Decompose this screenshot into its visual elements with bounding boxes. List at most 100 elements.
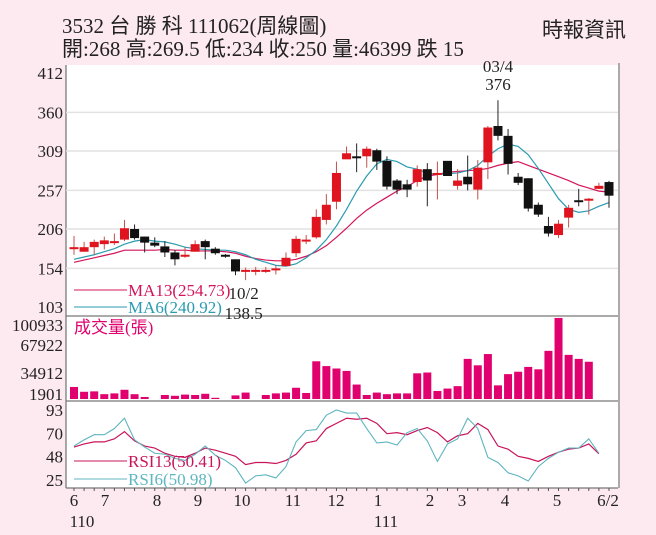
candle-body (170, 252, 180, 260)
candle-body (412, 169, 422, 183)
volume-bar (433, 390, 442, 399)
volume-bar (584, 361, 593, 399)
candle-body (140, 236, 150, 243)
volume-bar (70, 386, 78, 399)
volume-panel-label: 成交量(張) (74, 318, 153, 337)
x-tick-label: 8 (153, 491, 162, 510)
x-tick-label: 1 (374, 491, 383, 510)
candle-body (180, 254, 190, 257)
volume-bar (544, 350, 553, 399)
volume-bar (332, 368, 341, 399)
ma6-line (73, 143, 610, 267)
candle-body (99, 240, 109, 245)
volume-bar (312, 361, 321, 399)
x-tick-label: 5 (553, 491, 562, 510)
high-value-label: 376 (485, 75, 511, 94)
rsi13-legend-label: RSI13(50.41) (128, 452, 221, 471)
year-label: 111 (374, 512, 398, 531)
volume-bar (140, 396, 149, 399)
volume-bar (362, 394, 371, 399)
high-date-label: 03/4 (483, 57, 514, 76)
volume-bar (100, 394, 109, 399)
x-tick-label: 3 (458, 491, 467, 510)
candle-body (231, 259, 241, 272)
volume-bar (160, 394, 169, 399)
low-value-label: 138.5 (224, 304, 262, 323)
candle-body (584, 198, 594, 201)
candle-body (160, 246, 170, 253)
candle-body (503, 135, 513, 164)
candle-body (513, 176, 523, 183)
volume-bar (483, 354, 492, 399)
candle-body (362, 148, 372, 157)
candle-body (463, 176, 473, 185)
volume-tick-label: 67922 (21, 336, 64, 355)
rsi-tick-label: 70 (46, 425, 63, 444)
volume-bar (211, 397, 220, 399)
volume-bar (504, 374, 513, 399)
ma6-legend-label: MA6(240.92) (128, 298, 222, 317)
candle-body (150, 242, 160, 246)
volume-bar (352, 384, 361, 399)
ohlc-summary: 開:268 高:269.5 低:234 收:250 量:46399 跌 15 (62, 37, 464, 61)
price-tick-label: 154 (38, 259, 64, 278)
candle-body (533, 204, 543, 215)
volume-bar (413, 373, 422, 399)
volume-bar (453, 386, 462, 399)
volume-bar (534, 369, 543, 399)
volume-bar (473, 365, 482, 399)
candle-body (402, 184, 412, 190)
volume-bar (170, 395, 179, 399)
candle-body (79, 247, 89, 252)
candle-body (342, 153, 352, 160)
x-tick-label: 6 (70, 491, 79, 510)
candle-body (89, 241, 99, 248)
rsi-tick-label: 93 (46, 401, 63, 420)
price-tick-label: 257 (38, 181, 64, 200)
candle-body (271, 268, 281, 271)
volume-bar (201, 393, 210, 399)
x-tick-label: 6/2 (597, 491, 619, 510)
candle-body (483, 127, 493, 163)
candle-body (574, 200, 584, 203)
volume-bar (281, 392, 290, 399)
volume-bar (120, 389, 129, 399)
rsi6-line (73, 409, 600, 484)
candle-body (432, 172, 442, 175)
candle-body (109, 241, 119, 244)
ma13-legend-label: MA13(254.73) (128, 281, 230, 300)
candle-body (331, 172, 341, 202)
candle-body (261, 269, 271, 272)
rsi13-line (73, 417, 600, 466)
rsi6-legend-label: RSI6(50.98) (128, 470, 213, 489)
candle-body (442, 160, 452, 176)
volume-bar (393, 393, 402, 399)
chart-title: 3532 台 勝 科 111062(周線圖) (62, 14, 327, 38)
candle-body (453, 180, 463, 186)
candle-body (473, 167, 483, 190)
plot-area (66, 65, 618, 488)
volume-bar (90, 391, 99, 399)
candle-body (372, 150, 382, 162)
year-label: 110 (70, 512, 95, 531)
candle-body (251, 269, 261, 272)
candle-body (392, 180, 402, 190)
candle-body (291, 238, 301, 254)
x-tick-label: 11 (285, 491, 301, 510)
candle-body (594, 185, 604, 189)
x-tick-label: 4 (501, 491, 510, 510)
volume-bar (372, 392, 381, 399)
candle-body (220, 254, 230, 257)
volume-tick-label: 34912 (21, 364, 64, 383)
volume-bar (514, 371, 523, 399)
volume-bar (130, 394, 139, 399)
candle-body (190, 244, 200, 252)
volume-bar (423, 372, 432, 399)
volume-bar (382, 394, 391, 399)
price-tick-label: 103 (38, 298, 64, 317)
volume-bar (292, 387, 301, 399)
x-tick-label: 7 (101, 491, 110, 510)
volume-bar (493, 385, 502, 399)
volume-bar (554, 317, 563, 399)
